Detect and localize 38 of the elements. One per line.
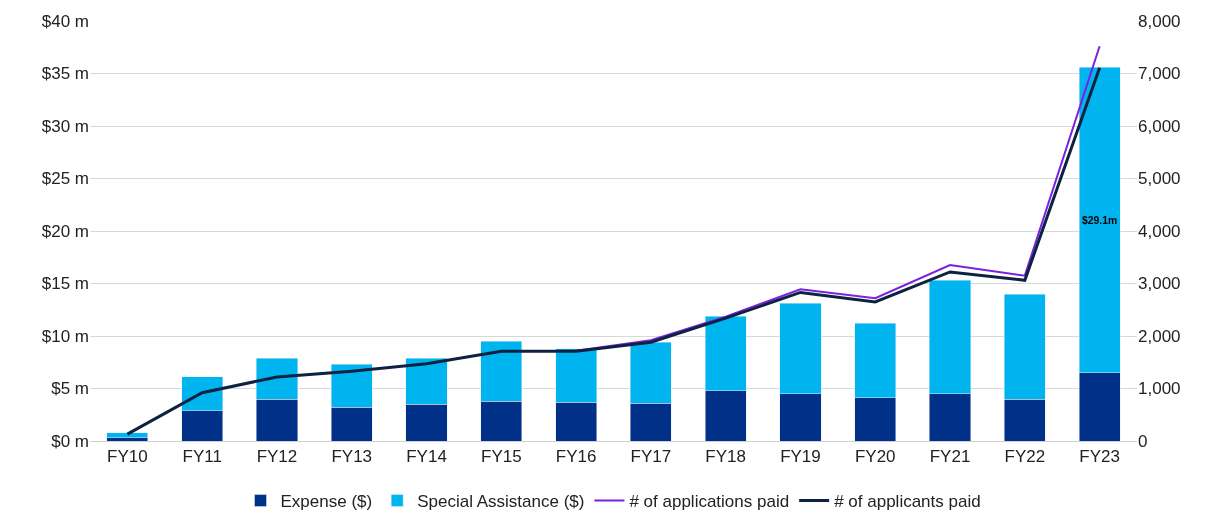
x-tick-label: FY19 xyxy=(780,447,821,467)
y2-tick-label: 7,000 xyxy=(1138,64,1181,84)
x-tick-label: FY22 xyxy=(1004,447,1046,467)
y2-tick-label: 4,000 xyxy=(1138,221,1181,241)
x-tick-label: FY10 xyxy=(107,447,148,467)
x-tick-label: FY17 xyxy=(630,447,672,467)
legend-label: # of applications paid xyxy=(629,492,790,512)
y-tick-label: $10 m xyxy=(41,326,89,346)
y2-tick-label: 5,000 xyxy=(1138,169,1181,189)
y2-tick-label: 0 xyxy=(1138,431,1148,451)
x-tick-label: FY18 xyxy=(705,447,746,467)
y2-tick-label: 2,000 xyxy=(1138,326,1181,346)
y-tick-label: $20 m xyxy=(41,221,89,241)
y-tick-label: $30 m xyxy=(41,116,89,136)
x-tick-label: FY15 xyxy=(481,447,522,467)
y2-tick-label: 1,000 xyxy=(1138,379,1181,399)
x-tick-label: FY14 xyxy=(406,447,447,467)
x-tick-label: FY12 xyxy=(256,447,298,467)
x-tick-label: FY16 xyxy=(555,447,597,467)
y-tick-label: $35 m xyxy=(41,64,89,84)
data-label: $29.1m xyxy=(1082,214,1118,226)
y-tick-label: $40 m xyxy=(41,11,89,31)
legend-label: Expense ($) xyxy=(280,492,373,512)
bar xyxy=(106,432,149,439)
y-tick-label: $5 m xyxy=(51,379,89,399)
y-tick-label: $15 m xyxy=(41,274,89,294)
x-tick-label: FY21 xyxy=(929,447,971,467)
x-tick-label: FY11 xyxy=(182,447,222,467)
y2-tick-label: 8,000 xyxy=(1138,11,1181,31)
legend-label: # of applicants paid xyxy=(834,492,981,512)
y2-tick-label: 3,000 xyxy=(1138,274,1181,294)
legend-label: Special Assistance ($) xyxy=(417,492,585,512)
y2-tick-label: 6,000 xyxy=(1138,116,1181,136)
x-tick-label: FY20 xyxy=(854,447,896,467)
x-tick-label: FY23 xyxy=(1079,447,1120,467)
x-tick-label: FY13 xyxy=(331,447,373,467)
y-tick-label: $0 m xyxy=(51,431,89,451)
y-tick-label: $25 m xyxy=(41,169,89,189)
